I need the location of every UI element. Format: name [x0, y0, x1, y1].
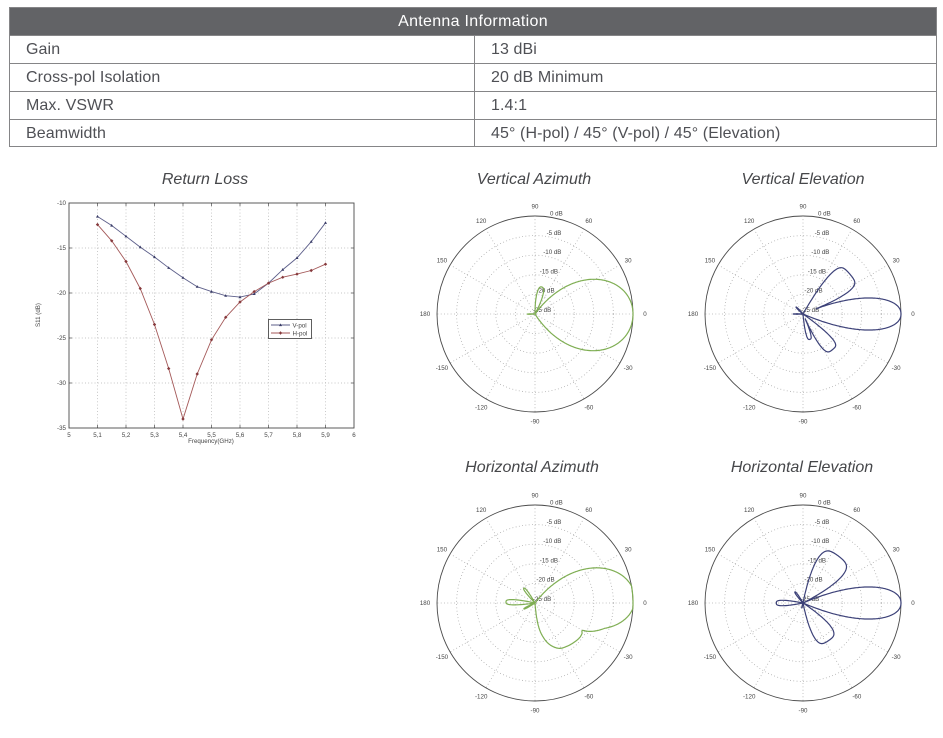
svg-text:-120: -120 — [743, 693, 756, 700]
svg-text:-5 dB: -5 dB — [547, 519, 562, 526]
svg-text:90: 90 — [532, 493, 539, 500]
svg-text:0: 0 — [643, 311, 647, 318]
svg-text:5,3: 5,3 — [150, 432, 159, 439]
svg-text:30: 30 — [625, 257, 632, 264]
svg-text:-30: -30 — [892, 365, 902, 372]
svg-text:-90: -90 — [799, 419, 809, 426]
svg-text:-5 dB: -5 dB — [547, 230, 562, 237]
svg-text:180: 180 — [688, 600, 699, 607]
svg-text:150: 150 — [705, 547, 716, 554]
svg-text:5,7: 5,7 — [264, 432, 273, 439]
svg-text:180: 180 — [688, 311, 699, 318]
svg-text:-60: -60 — [852, 693, 862, 700]
svg-text:120: 120 — [744, 218, 755, 225]
svg-text:-15 dB: -15 dB — [540, 268, 558, 275]
svg-text:-60: -60 — [584, 693, 594, 700]
svg-text:-90: -90 — [531, 708, 541, 715]
svg-text:-10: -10 — [57, 200, 67, 207]
svg-text:Horizontal Azimuth: Horizontal Azimuth — [465, 459, 599, 476]
svg-text:-120: -120 — [743, 404, 756, 411]
svg-text:Horizontal Elevation: Horizontal Elevation — [731, 459, 873, 476]
svg-text:V-pol: V-pol — [293, 322, 307, 329]
svg-text:Vertical Azimuth: Vertical Azimuth — [477, 171, 592, 188]
svg-text:-20: -20 — [57, 290, 67, 297]
svg-text:-15 dB: -15 dB — [808, 268, 826, 275]
svg-text:5,1: 5,1 — [93, 432, 102, 439]
svg-text:0 dB: 0 dB — [550, 211, 563, 218]
svg-text:H-pol: H-pol — [293, 330, 308, 337]
svg-text:0 dB: 0 dB — [818, 211, 831, 218]
svg-text:5,5: 5,5 — [207, 432, 216, 439]
svg-text:0 dB: 0 dB — [550, 500, 563, 507]
svg-text:5,6: 5,6 — [236, 432, 245, 439]
svg-text:-150: -150 — [436, 365, 449, 372]
svg-text:-90: -90 — [531, 419, 541, 426]
svg-text:-10 dB: -10 dB — [811, 538, 829, 545]
svg-text:5,2: 5,2 — [122, 432, 131, 439]
svg-text:90: 90 — [800, 493, 807, 500]
svg-text:-10 dB: -10 dB — [811, 249, 829, 256]
svg-text:-5 dB: -5 dB — [815, 230, 830, 237]
svg-text:0 dB: 0 dB — [818, 500, 831, 507]
svg-text:-20 dB: -20 dB — [804, 577, 822, 584]
svg-text:-15: -15 — [57, 245, 67, 252]
svg-text:5: 5 — [67, 432, 71, 439]
svg-text:-20 dB: -20 dB — [804, 288, 822, 295]
svg-text:60: 60 — [853, 507, 860, 514]
svg-text:60: 60 — [585, 507, 592, 514]
svg-text:5,9: 5,9 — [321, 432, 330, 439]
svg-text:30: 30 — [893, 547, 900, 554]
svg-text:-150: -150 — [704, 654, 717, 661]
svg-text:-25 dB: -25 dB — [533, 596, 551, 603]
svg-text:-20 dB: -20 dB — [536, 577, 554, 584]
svg-text:Frequency(GHz): Frequency(GHz) — [188, 438, 234, 445]
svg-text:0: 0 — [911, 600, 915, 607]
svg-text:-10 dB: -10 dB — [543, 538, 561, 545]
svg-text:30: 30 — [625, 547, 632, 554]
svg-text:90: 90 — [532, 204, 539, 211]
svg-text:-25 dB: -25 dB — [533, 307, 551, 314]
svg-text:60: 60 — [585, 218, 592, 225]
svg-text:-25 dB: -25 dB — [801, 307, 819, 314]
svg-text:S11 (dB): S11 (dB) — [35, 303, 42, 327]
svg-text:-60: -60 — [584, 404, 594, 411]
svg-text:120: 120 — [476, 218, 487, 225]
svg-text:-20 dB: -20 dB — [536, 288, 554, 295]
svg-text:-150: -150 — [436, 654, 449, 661]
svg-text:Vertical Elevation: Vertical Elevation — [741, 171, 864, 188]
svg-text:-5 dB: -5 dB — [815, 519, 830, 526]
svg-text:150: 150 — [437, 257, 448, 264]
svg-text:6: 6 — [352, 432, 356, 439]
svg-text:180: 180 — [420, 600, 431, 607]
svg-text:60: 60 — [853, 218, 860, 225]
svg-text:-60: -60 — [852, 404, 862, 411]
svg-text:90: 90 — [800, 204, 807, 211]
svg-text:-30: -30 — [57, 380, 67, 387]
svg-text:120: 120 — [744, 507, 755, 514]
svg-text:-30: -30 — [892, 654, 902, 661]
svg-text:150: 150 — [705, 257, 716, 264]
svg-text:180: 180 — [420, 311, 431, 318]
svg-text:-90: -90 — [799, 708, 809, 715]
svg-text:-30: -30 — [624, 365, 634, 372]
svg-text:-35: -35 — [57, 425, 67, 432]
svg-text:150: 150 — [437, 547, 448, 554]
svg-text:-150: -150 — [704, 365, 717, 372]
svg-text:Return Loss: Return Loss — [162, 171, 248, 188]
svg-text:-30: -30 — [624, 654, 634, 661]
svg-text:-120: -120 — [475, 404, 488, 411]
svg-text:-15 dB: -15 dB — [540, 557, 558, 564]
svg-text:5,4: 5,4 — [179, 432, 188, 439]
svg-text:5,8: 5,8 — [293, 432, 302, 439]
svg-text:-120: -120 — [475, 693, 488, 700]
svg-text:0: 0 — [911, 311, 915, 318]
svg-text:-25: -25 — [57, 335, 67, 342]
svg-text:-10 dB: -10 dB — [543, 249, 561, 256]
svg-text:120: 120 — [476, 507, 487, 514]
svg-text:30: 30 — [893, 257, 900, 264]
svg-text:0: 0 — [643, 600, 647, 607]
